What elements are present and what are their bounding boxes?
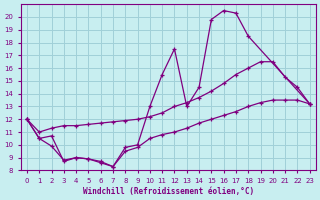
X-axis label: Windchill (Refroidissement éolien,°C): Windchill (Refroidissement éolien,°C)	[83, 187, 254, 196]
